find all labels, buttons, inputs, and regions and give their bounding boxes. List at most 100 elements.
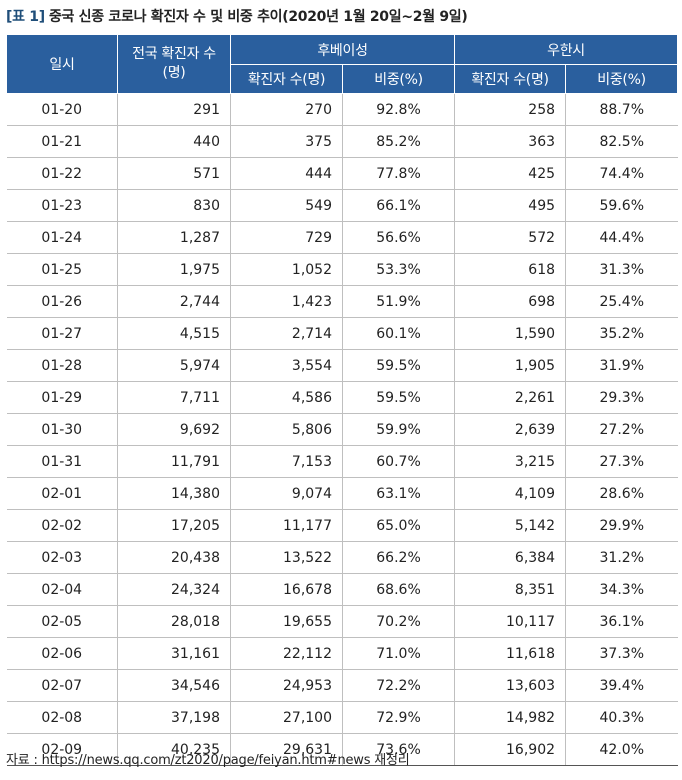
cell-wuhan-count: 11,618 <box>454 637 567 670</box>
cell-hubei-count: 29,631 <box>230 733 343 766</box>
cell-hubei-share: 60.7% <box>342 445 456 478</box>
cell-wuhan-share: 44.4% <box>565 221 678 254</box>
cell-wuhan-count: 1,590 <box>454 317 567 350</box>
cell-hubei-count: 270 <box>230 93 343 126</box>
cell-national-count: 291 <box>117 93 231 126</box>
cell-hubei-share: 65.0% <box>342 509 456 542</box>
source-note: 자료 : https://news.qq.com/zt2020/page/fei… <box>6 753 410 768</box>
table-row: 02-05 28,018 19,655 70.2% 10,117 36.1% <box>6 605 678 638</box>
cell-hubei-share: 53.3% <box>342 253 456 286</box>
cell-wuhan-count: 1,905 <box>454 349 567 382</box>
cell-hubei-share: 56.6% <box>342 221 456 254</box>
cell-date: 01-24 <box>6 221 118 254</box>
cell-wuhan-share: 59.6% <box>565 189 678 222</box>
cell-wuhan-share: 35.2% <box>565 317 678 350</box>
cell-wuhan-count: 3,215 <box>454 445 567 478</box>
cell-national-count: 4,515 <box>117 317 231 350</box>
cell-wuhan-count: 2,261 <box>454 381 567 414</box>
cell-hubei-share: 66.2% <box>342 541 456 574</box>
table-row: 01-23 830 549 66.1% 495 59.6% <box>6 189 678 222</box>
table-row: 02-03 20,438 13,522 66.2% 6,384 31.2% <box>6 541 678 574</box>
cell-hubei-count: 7,153 <box>230 445 343 478</box>
cell-national-count: 11,791 <box>117 445 231 478</box>
cell-date: 01-25 <box>6 253 118 286</box>
table-number: [표 1] <box>6 9 45 25</box>
cell-wuhan-share: 28.6% <box>565 477 678 510</box>
cell-date: 02-03 <box>6 541 118 574</box>
cell-date: 01-20 <box>6 93 118 126</box>
cell-wuhan-count: 698 <box>454 285 567 318</box>
cell-wuhan-share: 31.3% <box>565 253 678 286</box>
table-row: 02-08 37,198 27,100 72.9% 14,982 40.3% <box>6 701 678 734</box>
header-national-count: 전국 확진자 수 (명) <box>117 34 231 94</box>
cell-national-count: 7,711 <box>117 381 231 414</box>
table-row: 02-04 24,324 16,678 68.6% 8,351 34.3% <box>6 573 678 606</box>
cell-hubei-share: 59.5% <box>342 381 456 414</box>
cell-hubei-share: 73.6% <box>342 733 456 766</box>
cell-date: 02-08 <box>6 701 118 734</box>
cell-wuhan-count: 258 <box>454 93 567 126</box>
cell-hubei-share: 85.2% <box>342 125 456 158</box>
cell-national-count: 31,161 <box>117 637 231 670</box>
cell-hubei-share: 60.1% <box>342 317 456 350</box>
cell-national-count: 830 <box>117 189 231 222</box>
cell-hubei-count: 444 <box>230 157 343 190</box>
cell-national-count: 14,380 <box>117 477 231 510</box>
cell-wuhan-share: 39.4% <box>565 669 678 702</box>
cell-wuhan-share: 31.9% <box>565 349 678 382</box>
cell-date: 01-29 <box>6 381 118 414</box>
table-header: 일시 전국 확진자 수 (명) 후베이성 우한시 확진자 수(명) 비중(%) … <box>6 34 679 94</box>
cell-hubei-share: 71.0% <box>342 637 456 670</box>
cell-national-count: 20,438 <box>117 541 231 574</box>
cell-hubei-count: 3,554 <box>230 349 343 382</box>
cell-date: 02-09 <box>6 733 118 766</box>
table-title-text: 중국 신종 코로나 확진자 수 및 비중 추이(2020년 1월 20일~2월 … <box>48 9 468 25</box>
table-title: [표 1] 중국 신종 코로나 확진자 수 및 비중 추이(2020년 1월 2… <box>6 6 468 28</box>
cell-date: 01-27 <box>6 317 118 350</box>
cell-hubei-count: 549 <box>230 189 343 222</box>
table-row: 01-21 440 375 85.2% 363 82.5% <box>6 125 678 158</box>
cell-hubei-share: 70.2% <box>342 605 456 638</box>
cell-national-count: 440 <box>117 125 231 158</box>
cell-wuhan-count: 572 <box>454 221 567 254</box>
cell-national-count: 34,546 <box>117 669 231 702</box>
cell-wuhan-share: 27.2% <box>565 413 678 446</box>
cell-national-count: 571 <box>117 157 231 190</box>
cell-date: 02-04 <box>6 573 118 606</box>
cell-hubei-count: 1,052 <box>230 253 343 286</box>
cell-national-count: 40,235 <box>117 733 231 766</box>
table-row: 01-29 7,711 4,586 59.5% 2,261 29.3% <box>6 381 678 414</box>
cell-hubei-share: 72.2% <box>342 669 456 702</box>
cell-national-count: 28,018 <box>117 605 231 638</box>
table-row: 02-06 31,161 22,112 71.0% 11,618 37.3% <box>6 637 678 670</box>
table-row: 02-02 17,205 11,177 65.0% 5,142 29.9% <box>6 509 678 542</box>
cell-hubei-count: 5,806 <box>230 413 343 446</box>
cell-hubei-count: 2,714 <box>230 317 343 350</box>
cell-wuhan-count: 425 <box>454 157 567 190</box>
cell-hubei-count: 19,655 <box>230 605 343 638</box>
cell-wuhan-share: 31.2% <box>565 541 678 574</box>
cell-wuhan-share: 40.3% <box>565 701 678 734</box>
header-hubei: 후베이성 <box>229 34 456 65</box>
cell-hubei-count: 11,177 <box>230 509 343 542</box>
table-row: 01-26 2,744 1,423 51.9% 698 25.4% <box>6 285 678 318</box>
cell-date: 01-21 <box>6 125 118 158</box>
table-row: 02-07 34,546 24,953 72.2% 13,603 39.4% <box>6 669 678 702</box>
cell-date: 02-06 <box>6 637 118 670</box>
table-row: 01-22 571 444 77.8% 425 74.4% <box>6 157 678 190</box>
cell-wuhan-count: 4,109 <box>454 477 567 510</box>
cell-wuhan-count: 13,603 <box>454 669 567 702</box>
header-wuhan-share: 비중(%) <box>565 64 679 94</box>
cell-wuhan-count: 363 <box>454 125 567 158</box>
cell-wuhan-share: 74.4% <box>565 157 678 190</box>
cell-hubei-share: 72.9% <box>342 701 456 734</box>
cell-wuhan-share: 42.0% <box>565 733 678 766</box>
table-row: 01-30 9,692 5,806 59.9% 2,639 27.2% <box>6 413 678 446</box>
cell-national-count: 2,744 <box>117 285 231 318</box>
header-wuhan: 우한시 <box>454 34 679 65</box>
cell-hubei-count: 729 <box>230 221 343 254</box>
cell-hubei-count: 1,423 <box>230 285 343 318</box>
cell-hubei-count: 27,100 <box>230 701 343 734</box>
cell-hubei-count: 16,678 <box>230 573 343 606</box>
header-date: 일시 <box>6 34 118 94</box>
